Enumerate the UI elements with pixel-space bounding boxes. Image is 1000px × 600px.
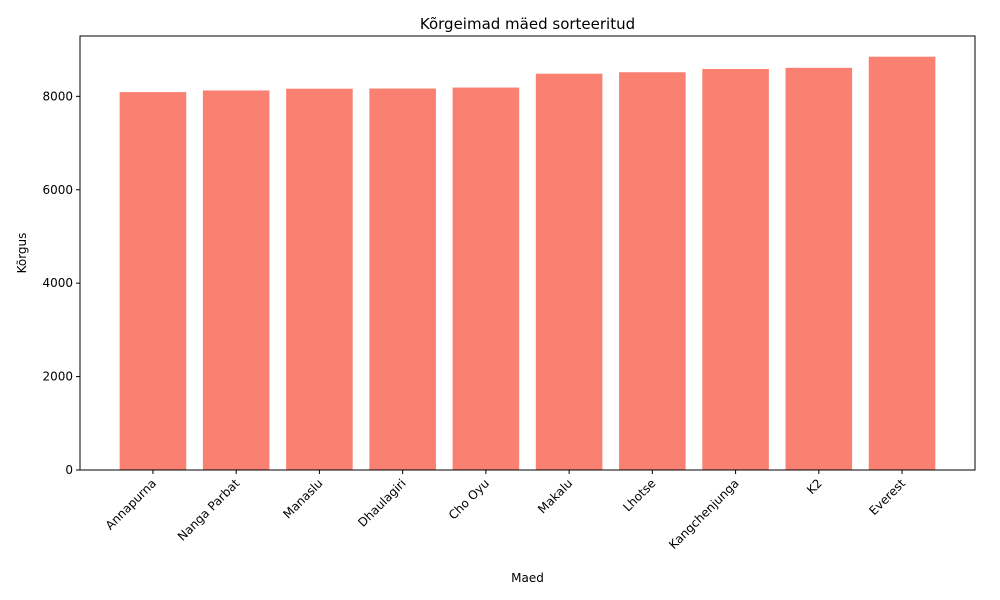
x-tick-label: Makalu bbox=[535, 476, 575, 516]
y-axis-ticks: 0 2000 4000 6000 8000 bbox=[42, 89, 80, 477]
bar-cho-oyu bbox=[452, 87, 520, 470]
y-axis-label: Kõrgus bbox=[15, 233, 29, 274]
bar-k2 bbox=[785, 67, 853, 470]
x-axis-ticks: Annapurna Nanga Parbat Manaslu Dhaulagiri Ch… bbox=[103, 470, 908, 552]
y-tick-label: 2000 bbox=[42, 370, 73, 384]
axes-frame bbox=[79, 35, 976, 471]
x-tick-label: Manaslu bbox=[280, 476, 325, 521]
bar-annapurna bbox=[119, 92, 187, 471]
x-axis-label: Maed bbox=[511, 571, 544, 585]
x-tick-label: K2 bbox=[804, 476, 825, 497]
x-tick-label: Nanga Parbat bbox=[175, 476, 243, 544]
bar-dhaulagiri bbox=[369, 88, 436, 470]
chart-title: Kõrgeimad mäed sorteeritud bbox=[420, 15, 635, 33]
x-tick-label: Annapurna bbox=[103, 476, 159, 532]
x-tick-label: Kangchenjunga bbox=[666, 476, 742, 552]
bar-makalu bbox=[535, 73, 603, 471]
y-tick-label: 6000 bbox=[42, 183, 73, 197]
bar-nanga-parbat bbox=[202, 90, 270, 471]
bars-layer bbox=[119, 56, 936, 471]
x-tick-label: Lhotse bbox=[620, 476, 658, 514]
bar-lhotse bbox=[619, 72, 686, 471]
bar-everest bbox=[868, 56, 936, 470]
x-tick-label: Cho Oyu bbox=[446, 476, 492, 522]
y-tick-label: 4000 bbox=[42, 276, 73, 290]
bar-manaslu bbox=[286, 88, 353, 470]
y-tick-label: 0 bbox=[65, 463, 73, 477]
bar-kangchenjunga bbox=[702, 68, 769, 470]
x-tick-label: Everest bbox=[866, 476, 908, 518]
y-tick-label: 8000 bbox=[42, 89, 73, 103]
x-tick-label: Dhaulagiri bbox=[355, 476, 409, 530]
